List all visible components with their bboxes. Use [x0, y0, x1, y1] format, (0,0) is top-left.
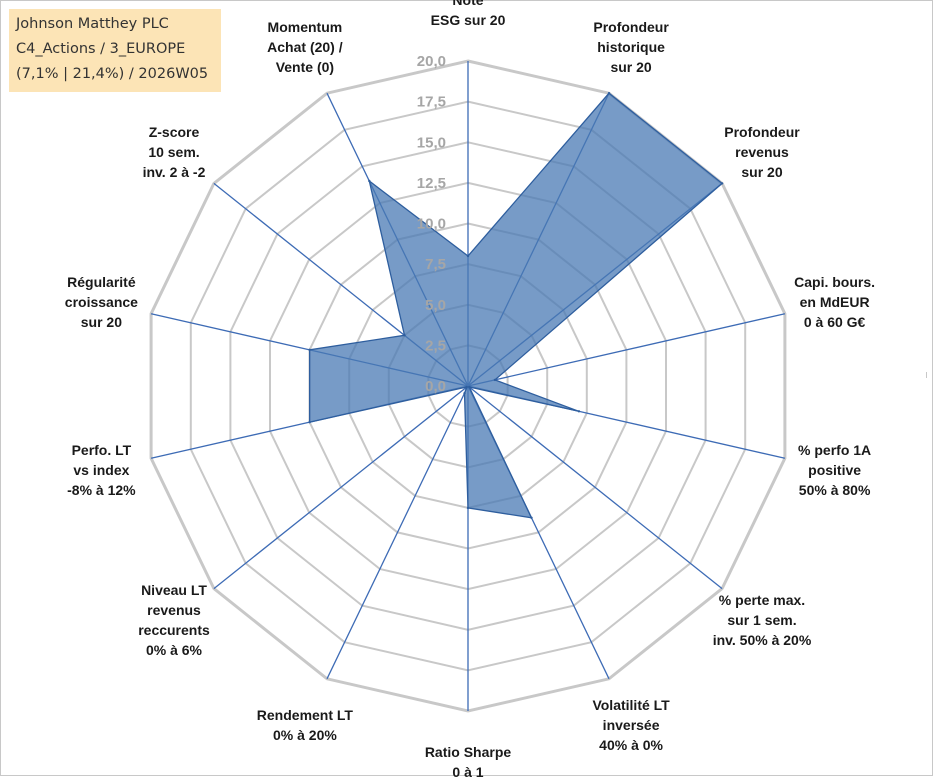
axis-label-line: ESG sur 20	[430, 12, 506, 28]
radial-tick-labels: 0,0 2,5 5,0 7,5 10,0 12,5 15,0 17,5 20,0	[417, 53, 446, 395]
axis-label-line: revenus	[735, 143, 789, 160]
axis-label-line: Note	[452, 0, 484, 8]
axis-label-line: inv. 2 à -2	[142, 163, 206, 180]
axis-label-line: 0% à 6%	[145, 642, 203, 659]
axis-label-line: Profondeur	[593, 19, 669, 36]
tick-label: 2,5	[425, 337, 446, 354]
axis-label-line: reccurents	[138, 622, 210, 639]
axis-label-line: Z-score	[148, 123, 200, 140]
axis-label-line: sur 20	[610, 59, 652, 76]
axis-label-line: inversée	[602, 716, 660, 733]
axis-label-line: 0 à 60 G€	[803, 314, 866, 331]
axis-spoke-6	[467, 385, 723, 590]
resize-handle	[926, 372, 931, 378]
company-name: Johnson Matthey PLC	[16, 16, 169, 32]
axis-label: Profondeur revenus sur 20	[724, 122, 799, 182]
axis-label: Capi. bours. en MdEUR 0 à 60 G€	[794, 272, 875, 332]
axis-label-line: Régularité	[67, 274, 136, 291]
axis-spoke-10	[213, 385, 469, 590]
data-point-5	[577, 410, 581, 413]
data-point-4	[493, 378, 497, 382]
tick-label: 0,0	[425, 378, 446, 395]
axis-label-line: sur 1 sem.	[727, 612, 797, 629]
chart-header: Johnson Matthey PLC C4_Actions / 3_EUROP…	[9, 9, 221, 92]
axis-label: Ratio Sharpe 0 à 1	[425, 742, 511, 782]
axis-label-line: Achat (20) /	[267, 39, 343, 56]
axis-label-line: Capi. bours.	[794, 274, 876, 291]
tick-label: 20,0	[417, 53, 446, 70]
axis-label-line: 40% à 0%	[599, 736, 664, 753]
axis-label-line: 0% à 20%	[272, 726, 337, 743]
axis-label-line: % perfo 1A	[798, 441, 872, 458]
axis-label-line: sur 20	[741, 163, 783, 180]
weights-and-week: (7,1% | 21,4%) / 2026W05	[16, 66, 209, 82]
data-point-12	[308, 348, 311, 351]
tick-label: 7,5	[425, 256, 446, 273]
data-point-10	[465, 385, 468, 389]
data-point-14	[368, 179, 371, 183]
portfolio-category: C4_Actions / 3_EUROPE	[16, 41, 186, 57]
axis-label-line: Profondeur	[724, 123, 800, 140]
axis-label-line: Volatilité LT	[592, 696, 670, 713]
axis-label-line: croissance	[64, 294, 138, 311]
axis-label: Régularité croissance sur 20	[65, 272, 138, 332]
axis-label-line: positive	[808, 461, 862, 478]
axis-label-line: 0 à 1	[452, 764, 484, 780]
tick-label: 17,5	[417, 94, 446, 111]
axis-label-line: -8% à 12%	[67, 481, 136, 498]
data-point-9	[463, 392, 466, 395]
tick-label: 10,0	[417, 216, 446, 233]
axis-label-line: en MdEUR	[799, 294, 870, 311]
axis-label: Momentum Achat (20) / Vente (0)	[267, 17, 342, 77]
data-point-1	[466, 254, 470, 258]
axis-label-line: revenus	[147, 602, 201, 619]
axis-label-line: % perte max.	[718, 592, 806, 609]
axis-label: Niveau LT revenus reccurents 0% à 6%	[138, 580, 210, 660]
data-point-3	[720, 182, 724, 185]
data-point-11	[308, 421, 311, 424]
axis-label-line: Ratio Sharpe	[424, 744, 512, 760]
data-point-13	[403, 334, 406, 337]
tick-label: 15,0	[417, 134, 446, 151]
radar-series	[308, 92, 724, 519]
axis-label-line: sur 20	[80, 314, 123, 331]
axis-spoke-4	[467, 313, 786, 387]
axis-label-line: Niveau LT	[141, 582, 207, 599]
axis-label: Profondeur historique sur 20	[593, 17, 668, 77]
axis-label: Note ESG sur 20	[431, 0, 506, 30]
data-point-7	[530, 516, 533, 519]
axis-label-line: 10 sem.	[148, 143, 200, 160]
axis-label: Rendement LT 0% à 20%	[257, 705, 353, 745]
axis-spoke-9	[326, 385, 469, 680]
axis-label-line: Perfo. LT	[71, 441, 132, 458]
axis-label-line: 50% à 80%	[798, 481, 871, 498]
axis-label-line: inv. 50% à 20%	[712, 632, 812, 649]
axis-label-line: Rendement LT	[256, 706, 353, 723]
tick-label: 5,0	[425, 297, 446, 314]
data-point-6	[468, 385, 471, 389]
data-point-8	[466, 506, 470, 510]
axis-label-line: Vente (0)	[275, 59, 335, 76]
tick-label: 12,5	[417, 175, 446, 192]
axis-label-line: Momentum	[267, 19, 343, 36]
data-series-area	[308, 92, 724, 519]
axis-label-line: historique	[597, 39, 665, 56]
data-point-2	[607, 92, 611, 95]
axis-label: Z-score 10 sem. inv. 2 à -2	[143, 122, 206, 182]
axis-label: Volatilité LT inversée 40% à 0%	[592, 695, 669, 755]
axis-label-line: vs index	[73, 461, 130, 478]
axis-label: % perte max. sur 1 sem. inv. 50% à 20%	[713, 590, 812, 650]
axis-label: % perfo 1A positive 50% à 80%	[798, 440, 871, 500]
axis-label: Perfo. LT vs index -8% à 12%	[67, 440, 135, 500]
